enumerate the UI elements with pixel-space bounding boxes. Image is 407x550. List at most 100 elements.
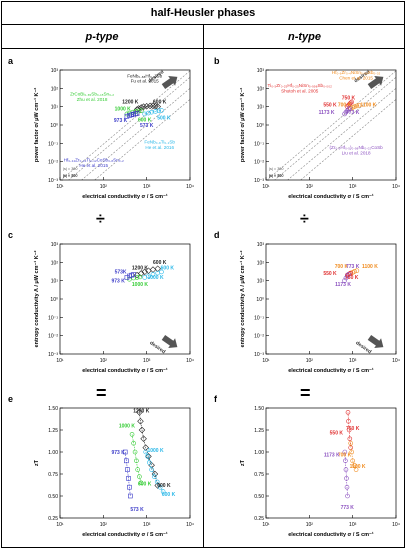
y-tick-label: 0.50: [254, 494, 264, 500]
x-axis-label: electrical conductivity σ / S cm⁻¹: [288, 193, 374, 200]
annotation-b-0: Hf₀.₆Zr₀.₄NiSn₀.₉₈Sb₀.₀₂: [332, 70, 381, 75]
series-line-e-1: [131, 434, 142, 483]
isoline-a-0: [60, 70, 190, 180]
data-point-c-2-2: [134, 275, 140, 280]
data-point-e-2-4: [151, 474, 157, 479]
data-point-f-2-2: [343, 467, 349, 472]
y-tick-label: 10⁰: [256, 297, 264, 303]
x-tick-label: 10²: [100, 358, 108, 364]
y-tick-label: 10¹: [257, 105, 265, 111]
series-line-b-0: [350, 104, 360, 109]
y-tick-label: 10⁻²: [254, 334, 264, 340]
y-tick-label: 10⁻¹: [48, 315, 58, 321]
data-point-e-3-1: [124, 458, 129, 464]
x-axis-label: electrical conductivity σ / S cm⁻¹: [82, 531, 168, 538]
x-tick-label: 10²: [306, 358, 314, 364]
equals-operator-left: =: [96, 383, 107, 403]
y-tick-label: 0.25: [48, 516, 58, 522]
isoline-label: |s| = 300: [63, 167, 78, 171]
data-point-b-0-4: [356, 102, 362, 108]
temp-label-f-5: 773 K: [341, 505, 355, 511]
temp-label-c-5: 973 K: [111, 278, 125, 284]
annotation-a-6: Hf₀.₄₄Zr₀.₄₄Ti₀.₁₂CoSb₀.₈Sn₀.₂: [64, 158, 124, 163]
temp-label-a-0: 1200 K: [122, 99, 139, 105]
y-tick-label: 10⁻¹: [254, 141, 264, 147]
data-point-b-0-2: [352, 104, 357, 109]
data-point-c-1-0: [142, 275, 147, 280]
temp-label-d-0: 700 K: [335, 264, 349, 270]
y-tick-label: 10⁰: [50, 123, 58, 129]
equals-operator-right: =: [300, 383, 311, 403]
temp-label-c-0: 600 K: [153, 260, 167, 266]
temp-label-d-1: 773 K: [346, 264, 360, 270]
data-point-f-0-1: [346, 418, 351, 424]
data-point-f-0-2: [346, 427, 352, 433]
data-point-c-2-3: [137, 274, 143, 280]
y-tick-label: 10³: [51, 242, 59, 248]
temp-label-b-3: 1100 K: [360, 103, 376, 109]
temp-label-a-4: 500 K: [157, 115, 171, 121]
data-point-c-0-5: [154, 265, 161, 272]
y-axis-label: zT: [240, 459, 246, 466]
temp-label-f-3: 1173 K: [324, 452, 340, 458]
isoline-label: |s| = 50: [269, 174, 281, 178]
panel-letter-e: e: [8, 394, 13, 404]
data-point-c-0-4: [149, 266, 157, 273]
data-point-e-0-7: [151, 470, 159, 478]
y-tick-label: 10¹: [51, 279, 59, 285]
temp-label-e-5: 600 K: [157, 483, 171, 489]
axes-frame-c: [59, 243, 191, 355]
divide-operator-left: ÷: [96, 211, 105, 228]
x-tick-label: 10⁴: [392, 522, 400, 528]
panel-letter-b: b: [214, 56, 220, 66]
y-tick-label: 1.25: [254, 428, 264, 434]
y-tick-label: 10³: [257, 68, 265, 74]
y-axis-label: entropy conductivity Λ / μW cm⁻¹ K⁻²: [33, 250, 40, 347]
temp-label-d-4: 750 K: [345, 275, 359, 281]
x-tick-label: 10⁴: [186, 184, 194, 190]
y-tick-label: 10⁰: [50, 297, 58, 303]
desired-arrow-shape: [161, 75, 178, 90]
data-point-a-0-8: [154, 103, 161, 110]
temp-label-a-1: 600 K: [153, 99, 167, 105]
x-axis-label: electrical conductivity σ / S cm⁻¹: [288, 531, 374, 538]
y-tick-label: 10¹: [257, 279, 265, 285]
temp-label-f-2: 700 K: [338, 452, 352, 458]
y-axis-label: power factor σ/ μW cm⁻¹ K⁻²: [33, 88, 40, 163]
series-line-a-3: [126, 113, 138, 117]
figure-title: half-Heusler phases: [1, 1, 405, 25]
data-point-c-0-3: [145, 267, 152, 274]
desired-label: desired: [354, 340, 372, 355]
data-point-e-1-0: [129, 432, 135, 437]
data-point-a-2-5: [159, 108, 164, 113]
annotation-b-5: Liu et al. 2018: [342, 150, 371, 155]
y-tick-label: 0.75: [254, 472, 264, 478]
data-point-e-1-4: [135, 467, 140, 472]
temp-label-d-3: 550 K: [323, 271, 337, 277]
x-axis-label: electrical conductivity σ / S cm⁻¹: [82, 367, 168, 374]
y-tick-label: 0.25: [254, 516, 264, 522]
temp-label-b-1: 550 K: [323, 103, 337, 109]
axes-frame-f: [265, 407, 397, 519]
y-tick-label: 0.75: [48, 472, 58, 478]
column-header-n-type: n-type: [204, 25, 405, 49]
data-point-f-2-4: [344, 484, 350, 490]
temp-label-c-2: 1200 K: [132, 266, 149, 272]
annotation-a-2: ZrCoBi₀.₆₅Sb₀.₁₅Sn₀.₂: [70, 92, 114, 97]
data-point-f-0-4: [348, 445, 353, 450]
desired-arrow-a: [161, 75, 178, 90]
y-tick-label: 10⁰: [256, 123, 264, 129]
y-tick-label: 10²: [51, 86, 59, 92]
data-point-e-2-6: [157, 484, 163, 490]
data-point-e-2-3: [149, 467, 154, 472]
x-tick-label: 10⁴: [392, 184, 400, 190]
y-tick-label: 1.50: [48, 406, 58, 412]
y-axis-label: entropy conductivity Λ / μW cm⁻¹ K⁻²: [239, 250, 246, 347]
series-line-e-0: [139, 412, 159, 486]
data-point-a-2-3: [153, 109, 158, 114]
data-point-b-2-1: [343, 109, 349, 115]
data-point-a-3-5: [134, 111, 140, 116]
temp-label-d-5: 1173 K: [335, 282, 351, 288]
data-point-e-1-3: [134, 458, 139, 464]
x-tick-label: 10¹: [262, 358, 270, 364]
